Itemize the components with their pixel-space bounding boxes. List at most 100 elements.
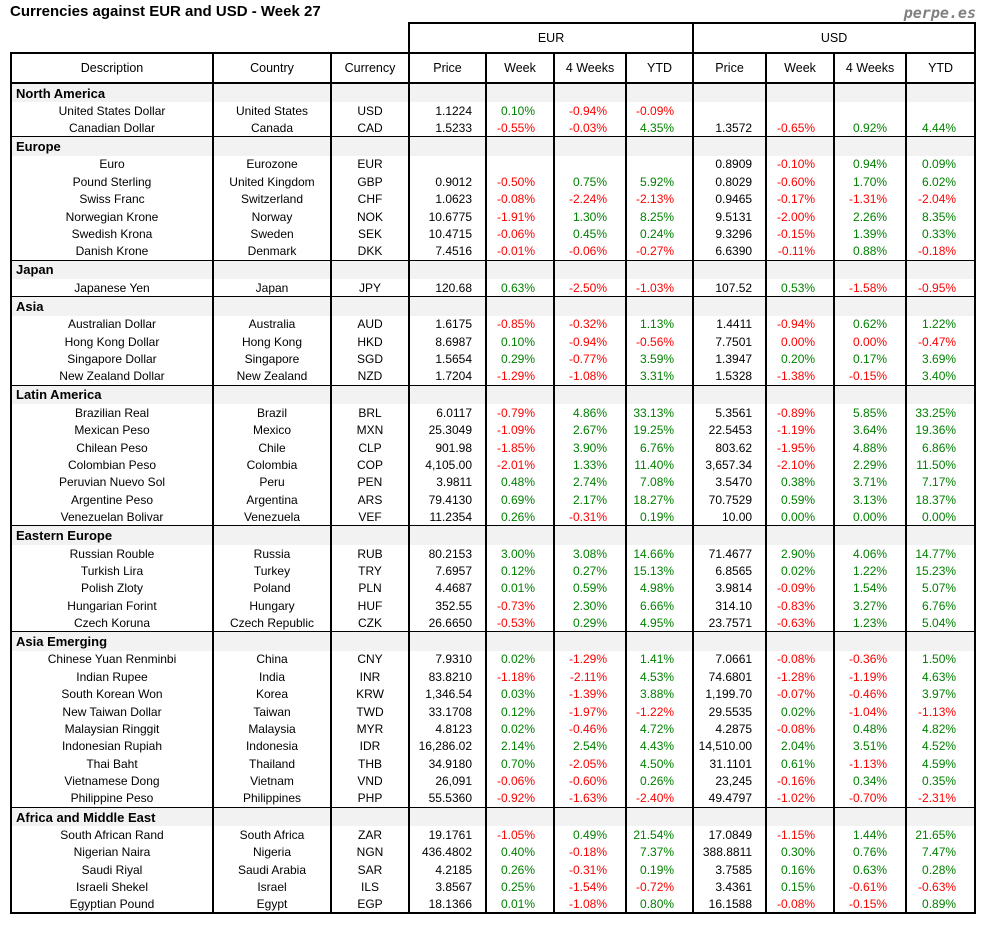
cell-eur-ytd: 6.76% (625, 438, 695, 457)
cell-currency: CAD (329, 119, 411, 137)
cell-eur-price: 7.6957 (408, 562, 488, 580)
cell-usd-price: 3.5470 (692, 473, 768, 492)
cell-currency: THB (329, 755, 411, 773)
section-filler-cell (329, 296, 411, 316)
cell-country: Hong Kong (212, 332, 332, 351)
cell-usd-price: 23.7571 (692, 614, 768, 632)
cell-eur-4weeks: -0.94% (553, 332, 628, 351)
section-filler-cell (408, 296, 488, 316)
section-filler-cell (485, 384, 556, 405)
cell-usd-ytd: -0.47% (905, 332, 977, 351)
cell-eur-ytd: 4.43% (625, 737, 695, 756)
table-row: Philippine Peso Philippines PHP 55.5360 -0.9… (10, 789, 977, 808)
cell-usd-week: 0.15% (765, 878, 836, 896)
section-filler-cell (485, 136, 556, 156)
section-filler-cell (833, 525, 908, 545)
cell-description: Swiss Franc (10, 190, 214, 208)
cell-eur-4weeks: 2.74% (553, 473, 628, 492)
cell-country: Eurozone (212, 155, 332, 174)
cell-description: Danish Krone (10, 242, 214, 261)
cell-eur-ytd: 0.19% (625, 508, 695, 526)
cell-currency: TWD (329, 702, 411, 721)
cell-currency: DKK (329, 242, 411, 261)
cell-usd-price: 71.4677 (692, 544, 768, 563)
cell-eur-price: 34.9180 (408, 755, 488, 773)
cell-usd-4weeks: 0.17% (833, 350, 908, 368)
section-filler-cell (625, 384, 695, 405)
cell-eur-ytd: -2.40% (625, 789, 695, 808)
cell-eur-price: 19.1761 (408, 826, 488, 844)
table-row: Malaysian Ringgit Malaysia MYR 4.8123 0.02% -… (10, 720, 977, 738)
cell-eur-4weeks: 3.90% (553, 438, 628, 457)
section-filler-cell (212, 136, 332, 156)
cell-usd-week: 0.61% (765, 755, 836, 773)
cell-description: South Korean Won (10, 685, 214, 703)
section-filler-cell (212, 259, 332, 280)
col-header-eur-4weeks: 4 Weeks (553, 52, 628, 84)
section-filler-cell (905, 384, 977, 405)
cell-usd-price: 49.4797 (692, 789, 768, 808)
cell-usd-ytd: 0.35% (905, 772, 977, 790)
cell-usd-price: 0.8909 (692, 155, 768, 174)
cell-eur-week: 0.01% (485, 895, 556, 915)
cell-country: United Kingdom (212, 173, 332, 191)
cell-eur-ytd: 0.19% (625, 861, 695, 879)
cell-country: Thailand (212, 755, 332, 773)
cell-usd-week: 0.02% (765, 702, 836, 721)
cell-eur-4weeks (553, 155, 628, 174)
cell-currency: CHF (329, 190, 411, 208)
cell-usd-ytd: 19.36% (905, 421, 977, 439)
cell-usd-4weeks: 0.00% (833, 508, 908, 526)
section-filler-cell (692, 296, 768, 316)
section-filler-cell (625, 296, 695, 316)
watermark-perpe-es: perpe.es (903, 4, 976, 22)
cell-eur-week: 0.26% (485, 861, 556, 879)
cell-usd-week (765, 102, 836, 120)
cell-usd-price: 7.0661 (692, 650, 768, 669)
table-row: United States Dollar United States USD 1.12… (10, 102, 977, 120)
table-row: Egyptian Pound Egypt EGP 18.1366 0.01% -1.08%… (10, 895, 977, 915)
group-header-row: EUR USD (11, 22, 977, 54)
cell-eur-week (485, 155, 556, 174)
table-body: North America United States Dollar United … (10, 82, 977, 915)
cell-usd-4weeks: 3.71% (833, 473, 908, 492)
table-row: Norwegian Krone Norway NOK 10.6775 -1.91% 1.3… (10, 207, 977, 226)
table-row: Hungarian Forint Hungary HUF 352.55 -0.73% 2.… (10, 596, 977, 615)
cell-currency: PHP (329, 789, 411, 808)
cell-usd-4weeks: 3.51% (833, 737, 908, 756)
cell-currency: BRL (329, 404, 411, 422)
cell-usd-4weeks: -0.70% (833, 789, 908, 808)
cell-currency: MYR (329, 720, 411, 738)
cell-eur-ytd: -0.56% (625, 332, 695, 351)
table-row: Australian Dollar Australia AUD 1.6175 -0.85… (10, 315, 977, 333)
section-filler-cell (553, 259, 628, 280)
section-filler-cell (765, 82, 836, 102)
cell-usd-ytd: 4.82% (905, 720, 977, 738)
cell-usd-week: -0.89% (765, 404, 836, 422)
cell-eur-ytd: 4.72% (625, 720, 695, 738)
cell-usd-4weeks: 0.48% (833, 720, 908, 738)
table-row: Russian Rouble Russia RUB 80.2153 3.00% 3.08%… (10, 544, 977, 563)
cell-description: New Zealand Dollar (10, 367, 214, 386)
section-filler-cell (329, 631, 411, 651)
cell-usd-week: -2.00% (765, 207, 836, 226)
cell-currency: EGP (329, 895, 411, 915)
cell-description: Thai Baht (10, 755, 214, 773)
cell-eur-4weeks: -0.46% (553, 720, 628, 738)
cell-eur-price: 4,105.00 (408, 456, 488, 474)
section-filler-cell (553, 631, 628, 651)
cell-eur-week: -1.29% (485, 367, 556, 386)
cell-eur-price: 33.1708 (408, 702, 488, 721)
cell-eur-ytd: 7.08% (625, 473, 695, 492)
cell-usd-week: 0.20% (765, 350, 836, 368)
cell-eur-ytd: 4.98% (625, 579, 695, 597)
cell-usd-week: -0.15% (765, 225, 836, 243)
cell-usd-week: 0.00% (765, 508, 836, 526)
cell-usd-ytd: -2.31% (905, 789, 977, 808)
cell-country: Sweden (212, 225, 332, 243)
cell-eur-ytd: 0.24% (625, 225, 695, 243)
section-filler-cell (905, 525, 977, 545)
cell-currency: ILS (329, 878, 411, 896)
col-header-usd-week: Week (765, 52, 836, 84)
table-row: Hong Kong Dollar Hong Kong HKD 8.6987 0.10% -… (10, 332, 977, 351)
